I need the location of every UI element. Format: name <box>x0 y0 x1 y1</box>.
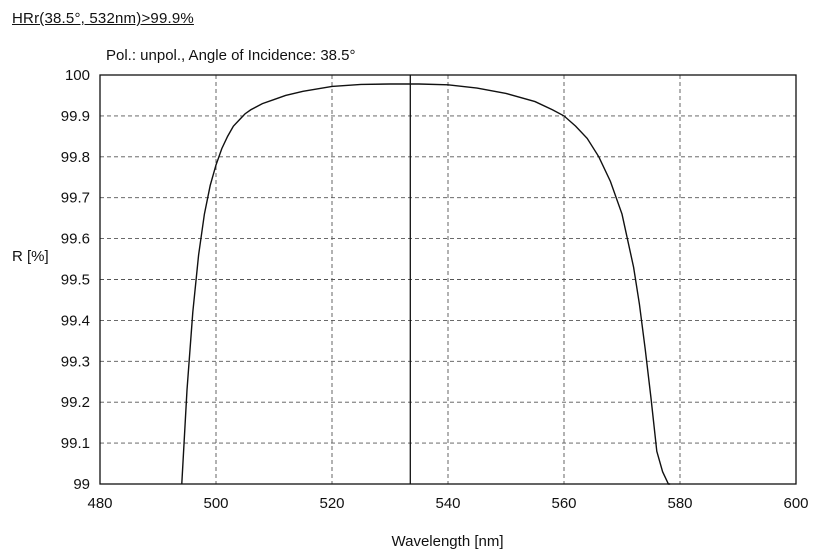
y-axis-label: R [%] <box>12 248 49 265</box>
x-axis-label: Wavelength [nm] <box>391 533 504 550</box>
y-tick-label: 99.5 <box>61 272 90 289</box>
y-tick-label: 99 <box>73 476 90 493</box>
tick-labels: 480 500 520 540 560 580 600 99 99.1 99.2 99.3 99.4 9… <box>61 67 809 512</box>
y-tick-label: 99.8 <box>61 149 90 166</box>
chart-title: HRr(38.5°, 532nm)>99.9% <box>12 10 194 27</box>
x-tick-label: 500 <box>203 495 228 512</box>
y-tick-label: 99.1 <box>61 435 90 452</box>
chart-subtitle: Pol.: unpol., Angle of Incidence: 38.5° <box>106 47 356 64</box>
y-tick-label: 99.4 <box>61 312 90 329</box>
x-tick-label: 540 <box>435 495 460 512</box>
x-tick-label: 580 <box>667 495 692 512</box>
y-tick-label: 99.6 <box>61 231 90 248</box>
x-tick-label: 600 <box>783 495 808 512</box>
plot-frame <box>99 74 797 485</box>
y-tick-label: 99.9 <box>61 108 90 125</box>
y-tick-label: 99.2 <box>61 394 90 411</box>
x-tick-label: 480 <box>87 495 112 512</box>
y-tick-label: 99.3 <box>61 353 90 370</box>
x-tick-label: 520 <box>319 495 344 512</box>
x-tick-label: 560 <box>551 495 576 512</box>
y-tick-label: 100 <box>65 67 90 84</box>
reflectance-curve <box>181 83 671 485</box>
y-tick-label: 99.7 <box>61 190 90 207</box>
grid <box>100 75 796 484</box>
